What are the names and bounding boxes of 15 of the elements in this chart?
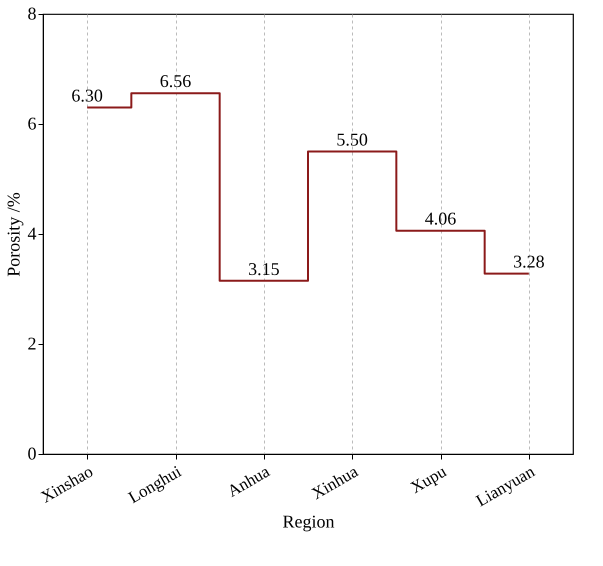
text: 3.28 bbox=[513, 252, 545, 272]
text: 6.56 bbox=[160, 71, 192, 92]
text: 5.50 bbox=[336, 130, 368, 150]
text: 3.15 bbox=[248, 258, 280, 279]
x-tick-label: Anhua bbox=[224, 462, 274, 501]
y-tick-label: 0 bbox=[28, 444, 36, 464]
y-tick-label: 6 bbox=[28, 114, 36, 134]
y-tick-label: 8 bbox=[28, 4, 36, 24]
text: 6.30 bbox=[71, 86, 103, 106]
x-tick-label: Xupu bbox=[407, 462, 450, 498]
y-axis-title: Porosity /% bbox=[4, 192, 24, 277]
y-tick-label: 2 bbox=[28, 334, 36, 354]
y-tick-label: 4 bbox=[28, 224, 36, 244]
text: 4.06 bbox=[424, 208, 456, 229]
x-axis-title: Region bbox=[282, 511, 334, 532]
